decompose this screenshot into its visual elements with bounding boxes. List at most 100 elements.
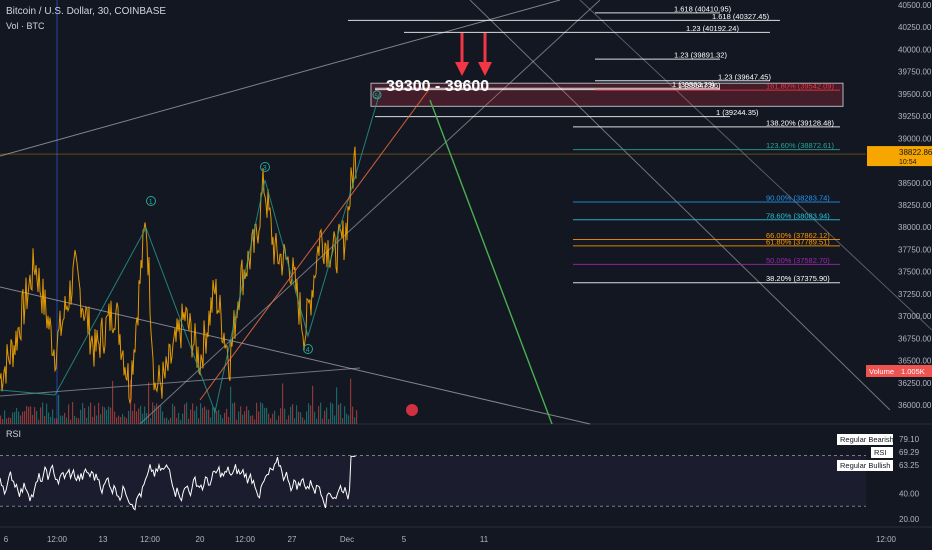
- volume-bar: [170, 417, 172, 424]
- volume-bar: [272, 413, 274, 424]
- volume-bar: [264, 407, 266, 424]
- volume-bar: [262, 403, 264, 424]
- price-tick-label: 39750.00: [898, 68, 932, 77]
- volume-bar: [304, 419, 306, 424]
- volume-bar: [268, 413, 270, 424]
- volume-bar: [68, 404, 70, 424]
- volume-bar: [320, 402, 322, 424]
- volume-bar: [78, 418, 80, 424]
- volume-bar: [232, 403, 234, 424]
- volume-bar: [166, 417, 168, 424]
- fib-level-label-5: 1.23 (39647.45): [718, 72, 771, 81]
- volume-bar: [306, 411, 308, 424]
- volume-bar: [160, 404, 162, 424]
- volume-bar: [2, 418, 4, 424]
- volume-bar: [6, 418, 8, 424]
- volume-bar: [302, 417, 304, 424]
- price-tick-label: 39250.00: [898, 112, 932, 121]
- volume-bar: [14, 411, 16, 424]
- time-tick-label: 27: [288, 535, 297, 544]
- price-tick-label: 36250.00: [898, 379, 932, 388]
- volume-bar: [336, 387, 338, 424]
- fib-level-label-3: 1.23 (40192.24): [686, 24, 739, 33]
- volume-title[interactable]: Vol · BTC: [6, 21, 45, 31]
- volume-bar: [356, 410, 358, 424]
- volume-bar: [32, 414, 34, 424]
- volume-bar: [110, 407, 112, 424]
- fib-level-label-6: 1 (39563.39): [672, 80, 715, 89]
- volume-bar: [300, 412, 302, 424]
- volume-bar: [12, 412, 14, 424]
- volume-bar: [54, 418, 56, 424]
- volume-bar: [132, 410, 134, 424]
- fib-level-label-16: 50.00% (37582.70): [766, 256, 830, 265]
- volume-bar: [174, 406, 176, 424]
- symbol-title[interactable]: Bitcoin / U.S. Dollar, 30, COINBASE: [6, 6, 167, 17]
- down-arrow-head-1: [455, 62, 469, 76]
- volume-bar: [290, 406, 292, 424]
- volume-bar: [256, 402, 258, 424]
- rsi-legend-label-2: RSI: [874, 448, 887, 457]
- volume-bar: [202, 407, 204, 424]
- volume-bar: [296, 405, 298, 424]
- current-price-countdown: 10:54: [899, 159, 917, 166]
- rsi-line: [0, 455, 356, 511]
- volume-bar: [206, 409, 208, 424]
- price-tick-label: 39500.00: [898, 90, 932, 99]
- volume-bar: [158, 405, 160, 424]
- volume-bar: [348, 415, 350, 424]
- volume-bar: [194, 410, 196, 424]
- event-marker-icon: [406, 404, 418, 416]
- volume-bar: [116, 417, 118, 424]
- volume-bar: [172, 403, 174, 424]
- volume-bar: [8, 417, 10, 424]
- time-tick-label: 13: [99, 535, 108, 544]
- volume-bar: [52, 409, 54, 424]
- volume-bar: [138, 408, 140, 424]
- diagonal-trendline-1: [469, 0, 891, 411]
- volume-bar: [222, 418, 224, 424]
- volume-bar: [354, 417, 356, 424]
- fib-level-label-10: 138.20% (39128.48): [766, 118, 834, 127]
- volume-bar: [46, 403, 48, 424]
- volume-bar: [186, 402, 188, 424]
- channel-trendline: [139, 0, 601, 425]
- volume-bar: [254, 419, 256, 424]
- volume-bar: [10, 417, 12, 424]
- volume-bar: [92, 416, 94, 424]
- price-tick-label: 37250.00: [898, 290, 932, 299]
- volume-bar: [204, 406, 206, 424]
- volume-bar: [344, 406, 346, 424]
- volume-bar: [184, 404, 186, 424]
- wave-circle-1: [146, 196, 156, 206]
- volume-bar: [4, 410, 6, 424]
- volume-bar: [328, 419, 330, 424]
- time-tick-label: 12:00: [47, 535, 68, 544]
- price-tick-label: 40250.00: [898, 23, 932, 32]
- volume-bar: [228, 416, 230, 424]
- volume-bar: [294, 418, 296, 424]
- volume-bar: [26, 405, 28, 424]
- fib-level-label-9: 1 (39244.35): [716, 108, 759, 117]
- volume-bar: [316, 418, 318, 424]
- volume-bar: [210, 417, 212, 424]
- volume-bar: [98, 402, 100, 424]
- volume-bar: [24, 411, 26, 424]
- volume-bar: [128, 410, 130, 424]
- volume-bar: [188, 418, 190, 424]
- price-line: [0, 146, 357, 405]
- volume-bar: [178, 412, 180, 424]
- volume-bar: [60, 415, 62, 424]
- volume-bar: [50, 416, 52, 424]
- volume-bar: [260, 402, 262, 424]
- wave-label-2: 3: [263, 165, 267, 172]
- volume-bar: [44, 415, 46, 424]
- wave-circle-2: [260, 162, 270, 172]
- rsi-title[interactable]: RSI: [6, 429, 22, 439]
- volume-bar: [30, 406, 32, 424]
- price-tick-label: 37000.00: [898, 312, 932, 321]
- price-tick-label: 36000.00: [898, 401, 932, 410]
- support-trendline: [0, 367, 361, 397]
